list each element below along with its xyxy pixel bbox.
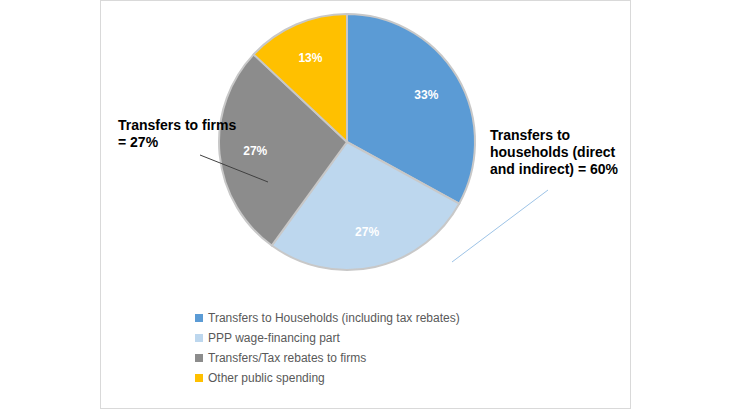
legend: Transfers to Households (including tax r… [195, 311, 460, 385]
legend-swatch [195, 314, 203, 322]
legend-item: Transfers to Households (including tax r… [195, 311, 460, 325]
data-label: 33% [414, 88, 438, 102]
legend-label: Transfers/Tax rebates to firms [208, 351, 366, 365]
legend-swatch [195, 334, 203, 342]
data-label: 27% [355, 225, 379, 239]
legend-label: Transfers to Households (including tax r… [208, 311, 460, 325]
slices [219, 14, 475, 270]
pie [219, 14, 475, 270]
annotation-line: Transfers to firms [118, 117, 236, 133]
annotation: Transfers to firms= 27% [118, 117, 236, 150]
data-labels: 33% 27% 27% 13% [243, 51, 438, 240]
annotation: Transfers tohouseholds (directand indire… [490, 127, 619, 177]
legend-label: PPP wage-financing part [208, 331, 341, 345]
legend-item: Transfers/Tax rebates to firms [195, 351, 366, 365]
chart: 33%27%27%13%Transfers to firms= 27%Trans… [0, 0, 730, 410]
chart-frame [101, 1, 631, 409]
annotation-line: households (direct [490, 144, 616, 160]
legend-label: Other public spending [208, 371, 325, 385]
legend-swatch [195, 354, 203, 362]
annotation-line: and indirect) = 60% [490, 161, 619, 177]
leader-line [200, 155, 268, 182]
legend-item: Other public spending [195, 371, 325, 385]
leader-line [452, 190, 548, 262]
data-label: 27% [243, 144, 267, 158]
pie-slice [254, 14, 347, 142]
data-label: 13% [298, 51, 322, 65]
legend-swatch [195, 374, 203, 382]
annotation-line: Transfers to [490, 127, 570, 143]
legend-item: PPP wage-financing part [195, 331, 341, 345]
annotation-line: = 27% [118, 134, 159, 150]
